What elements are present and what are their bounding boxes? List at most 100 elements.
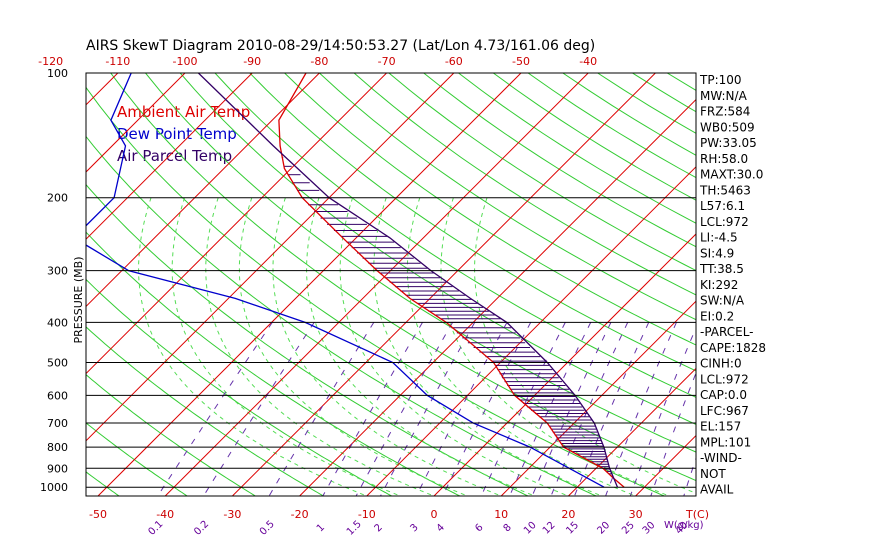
sounding-index: LCL:972 — [700, 372, 749, 386]
mixing-ratio-tick-label: 6 — [473, 522, 485, 534]
top-temp-tick-label: -60 — [445, 55, 463, 68]
dry-adiabat-line — [841, 73, 870, 496]
sounding-index: PW:33.05 — [700, 136, 757, 150]
sounding-index: EL:157 — [700, 420, 741, 434]
pressure-tick-label: 800 — [47, 441, 68, 454]
sounding-index: CAP:0.0 — [700, 388, 747, 402]
sounding-index: MPL:101 — [700, 435, 751, 449]
mixing-ratio-line — [509, 322, 592, 496]
dry-adiabat-line — [319, 73, 696, 321]
dry-adiabat-line — [249, 73, 696, 372]
sounding-index: MAXT:30.0 — [700, 168, 763, 182]
bottom-temp-tick-label: 20 — [561, 508, 575, 521]
isotherm-line — [770, 73, 870, 496]
mixing-ratio-tick-label: 10 — [522, 520, 539, 537]
sounding-index: LCL:972 — [700, 215, 749, 229]
mixing-ratio-tick-label: 25 — [620, 520, 637, 537]
sounding-index: -PARCEL- — [700, 325, 754, 339]
mixing-ratio-tick-label: 20 — [595, 520, 612, 537]
ambient-temp-line — [278, 73, 625, 488]
top-temp-tick-label: -80 — [310, 55, 328, 68]
mixing-ratio-line — [550, 322, 629, 496]
x-axis-label: T(C) — [685, 508, 709, 521]
pressure-tick-label: 1000 — [40, 481, 68, 494]
isotherm-line — [568, 367, 696, 496]
dry-adiabat-line — [86, 326, 324, 496]
mixing-ratio-line — [605, 322, 677, 496]
moist-adiabat-line — [205, 197, 435, 496]
mixing-ratio-line — [480, 322, 566, 496]
isotherm-line — [164, 73, 589, 496]
dry-adiabat-line — [86, 135, 597, 496]
dry-adiabat-line — [86, 422, 188, 496]
sounding-index: MW:N/A — [700, 89, 748, 103]
sounding-index: EI:0.2 — [700, 309, 734, 323]
pressure-tick-label: 400 — [47, 316, 68, 329]
dry-adiabat-line — [214, 73, 696, 398]
sounding-index: LI:-4.5 — [700, 231, 738, 245]
pressure-tick-label: 300 — [47, 265, 68, 278]
isotherm-line — [86, 73, 253, 240]
mixing-ratio-tick-label: 2 — [373, 522, 385, 534]
sounding-index: CAPE:1828 — [700, 341, 766, 355]
dry-adiabat-line — [86, 183, 529, 496]
dry-adiabat-line — [458, 73, 696, 224]
isotherm-line — [366, 166, 696, 496]
mixing-ratio-tick-label: 0.2 — [192, 519, 211, 538]
dry-adiabat-line — [666, 73, 696, 91]
mixing-ratio-tick-label: 8 — [502, 522, 514, 534]
mixing-ratio-line — [629, 326, 696, 496]
dry-adiabat-line — [86, 278, 392, 496]
sounding-index: TP:100 — [699, 73, 742, 87]
top-temp-tick-label: -100 — [173, 55, 198, 68]
mixing-ratio-tick-label: 0.5 — [258, 519, 277, 538]
top-temp-tick-label: -50 — [512, 55, 530, 68]
isotherm-line — [86, 73, 186, 173]
isotherm-line — [0, 73, 51, 496]
sounding-index: SW:N/A — [700, 294, 745, 308]
y-axis-label: PRESSURE (MB) — [72, 257, 85, 344]
moist-adiabat-line — [238, 197, 468, 496]
bottom-temp-tick-label: -50 — [89, 508, 107, 521]
dry-adiabat-line — [0, 73, 51, 496]
dry-adiabat-line — [388, 73, 696, 272]
dry-adiabat-line — [806, 73, 870, 496]
sounding-index: FRZ:584 — [700, 105, 750, 119]
moist-adiabat-line — [272, 197, 502, 496]
mixing-ratio-label: W(g/kg) — [664, 520, 704, 531]
mixing-ratio-line — [650, 371, 696, 496]
mixing-ratio-line — [322, 322, 423, 496]
pressure-tick-label: 500 — [47, 357, 68, 370]
moist-adiabat-line — [440, 197, 670, 496]
mixing-ratio-tick-label: 15 — [564, 520, 581, 537]
pressure-tick-label: 200 — [47, 192, 68, 205]
moist-adiabat-line — [339, 197, 569, 496]
bottom-temp-tick-label: -30 — [223, 508, 241, 521]
sounding-index: L57:6.1 — [700, 199, 745, 213]
mixing-ratio-line — [531, 322, 612, 496]
isotherm-line — [86, 73, 455, 442]
bottom-temp-tick-label: -20 — [291, 508, 309, 521]
sounding-index: NOT — [700, 467, 726, 481]
plot-area — [0, 73, 870, 496]
isotherm-line — [86, 73, 387, 375]
moist-adiabat-line — [474, 197, 696, 494]
plot-frame — [85, 72, 697, 497]
isotherm-line — [97, 73, 522, 496]
mixing-ratio-tick-label: 4 — [435, 522, 447, 534]
dry-adiabat-line — [772, 73, 870, 496]
isotherm-line — [86, 73, 119, 106]
pressure-tick-label: 700 — [47, 417, 68, 430]
mixing-ratio-tick-label: 0.1 — [146, 519, 165, 538]
isotherm-line — [232, 73, 656, 496]
chart-title: AIRS SkewT Diagram 2010-08-29/14:50:53.2… — [86, 38, 595, 54]
mixing-ratio-line — [355, 322, 454, 496]
mixing-ratio-tick-label: 12 — [541, 520, 558, 537]
pressure-tick-label: 900 — [47, 462, 68, 475]
top-temp-tick-label: -40 — [579, 55, 597, 68]
top-temp-tick-label: -120 — [38, 55, 63, 68]
mixing-ratio-line — [203, 322, 315, 496]
isotherm-line — [86, 73, 320, 308]
top-temp-tick-label: -70 — [378, 55, 396, 68]
